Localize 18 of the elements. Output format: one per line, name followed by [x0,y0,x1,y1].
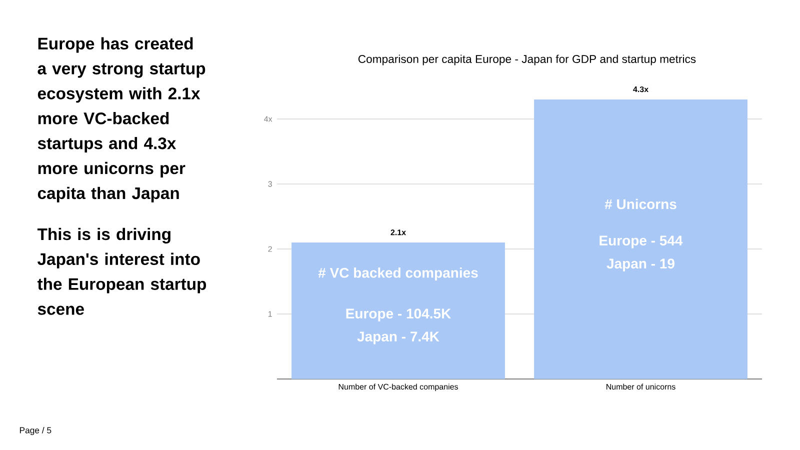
text: Europe has created a very strong startup ecosystem with 2.1x more VC-backed startups and 4.3x more unicorns per capita than Japan [38,37,206,202]
text: Page / 5 [20,426,52,436]
x-tick-label: Number of VC-backed companies [338,384,458,392]
y-tick-label: 3 [268,181,272,187]
annotation: Japan - 19 [606,258,674,272]
annotation: Europe - 104.5K [346,308,452,322]
x-tick-label: Number of unicorns [606,384,676,390]
annotation: # VC backed companies [318,268,478,281]
data-label: 4.3x [633,86,648,92]
y-tick-label: 1 [268,311,272,317]
annotation: Japan - 7.4K [357,332,440,344]
y-tick-label: 2 [268,246,272,252]
data-label: 2.1x [390,230,406,236]
chart-title: Comparison per capita Europe - Japan for GDP and startup metrics [358,54,696,66]
text: This is is driving Japan's interest into the European startup scene [37,228,206,315]
annotation: # Unicorns [604,198,676,210]
y-tick-label: 4x [264,116,272,122]
annotation: Europe - 544 [600,236,683,248]
